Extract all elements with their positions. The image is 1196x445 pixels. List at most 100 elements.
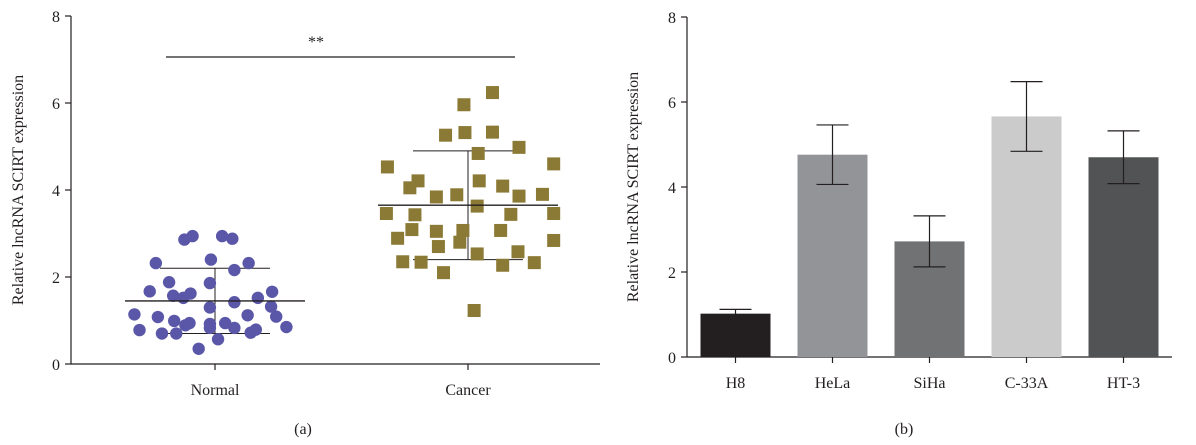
y-tick-label-b: 8 [668,10,676,27]
point-cancer [408,208,422,222]
x-tick-label-b: HeLa [815,375,851,392]
point-cancer [471,146,485,160]
y-tick-label-b: 2 [668,265,676,282]
point-normal [215,229,229,243]
point-cancer [496,179,510,193]
point-cancer [547,206,561,220]
point-cancer [458,126,472,140]
point-cancer [470,247,484,261]
scatter-panel-a: Relative lncRNA SCIRT expression 0 2 4 6 8 No… [10,9,600,438]
y-tick-label-a: 0 [52,357,60,374]
x-tick-label-b: C-33A [1005,375,1049,392]
point-normal [219,316,232,330]
point-normal [226,232,239,245]
point-cancer [380,160,394,174]
error-bars-b [719,80,1140,319]
point-cancer [472,174,486,188]
x-tick-label-b: H8 [726,375,746,392]
point-cancer [511,245,525,259]
point-normal [155,327,169,340]
point-normal [228,296,241,309]
point-normal [166,289,180,302]
point-normal [143,285,156,298]
bars-b [700,116,1159,357]
point-cancer [504,207,518,221]
point-normal [192,342,205,355]
point-cancer [396,255,410,269]
point-cancer [485,86,499,100]
bar-h8 [700,313,771,357]
point-cancer [485,125,499,139]
point-cancer [414,255,428,269]
point-normal [203,321,217,335]
point-cancer [457,98,471,112]
point-normal [177,291,190,305]
data-points-a [128,86,561,355]
bar-c-33a [991,116,1062,357]
point-cancer [437,266,451,280]
point-normal [203,276,217,290]
point-normal [204,253,218,266]
point-normal [211,333,225,346]
point-cancer [429,190,443,204]
point-cancer [547,233,561,247]
point-cancer [512,189,526,203]
point-normal [149,256,163,270]
point-normal [228,263,241,277]
point-cancer [512,140,526,154]
point-cancer [411,174,425,188]
point-normal [241,309,254,322]
point-cancer [379,206,393,220]
point-cancer [470,199,484,213]
y-axis-label-b: Relative lncRNA SCIRT expression [625,72,642,302]
point-normal [203,301,217,314]
y-axis-label-a: Relative lncRNA SCIRT expression [10,75,27,305]
point-cancer [547,157,561,171]
y-tick-label-b: 4 [668,180,676,197]
bar-panel-b: Relative lncRNA SCIRT expression 0 2 4 6 8 H8… [625,10,1172,438]
point-normal [170,327,183,340]
point-normal [265,285,279,298]
point-normal [186,229,199,243]
axes-a: 0 2 4 6 8 Normal Cancer [52,9,600,399]
point-normal [133,323,146,337]
point-cancer [405,223,419,237]
point-cancer [439,128,453,142]
point-normal [151,310,165,324]
panel-label-a: (a) [294,421,312,438]
point-cancer [391,231,405,245]
panel-label-b: (b) [895,421,914,438]
x-tick-label-b: HT-3 [1107,375,1140,392]
y-tick-label-b: 0 [668,350,676,367]
y-tick-label-a: 2 [52,270,60,287]
x-tick-label-a: Cancer [445,382,491,399]
point-cancer [527,256,541,270]
point-normal [168,314,181,328]
y-tick-label-a: 6 [52,96,60,113]
x-tick-label-b: SiHa [914,375,946,392]
point-normal [179,319,192,332]
point-cancer [494,223,508,237]
point-normal [264,300,278,313]
point-normal [242,256,255,270]
y-tick-label-a: 8 [52,9,60,26]
point-cancer [535,187,549,201]
point-cancer [429,224,443,238]
bar-ht-3 [1088,157,1159,357]
point-normal [228,321,241,335]
point-normal [128,308,141,321]
point-cancer [450,188,464,202]
significance-label: ** [308,34,324,51]
point-normal [251,291,265,305]
point-normal [244,326,257,339]
point-normal [162,276,176,289]
y-tick-label-a: 4 [52,183,60,200]
mean-lines-a [125,204,558,302]
point-cancer [453,235,467,249]
y-tick-label-b: 6 [668,95,676,112]
point-cancer [496,258,510,272]
point-normal [270,310,283,323]
x-tick-label-a: Normal [191,382,240,399]
point-cancer [467,303,481,317]
